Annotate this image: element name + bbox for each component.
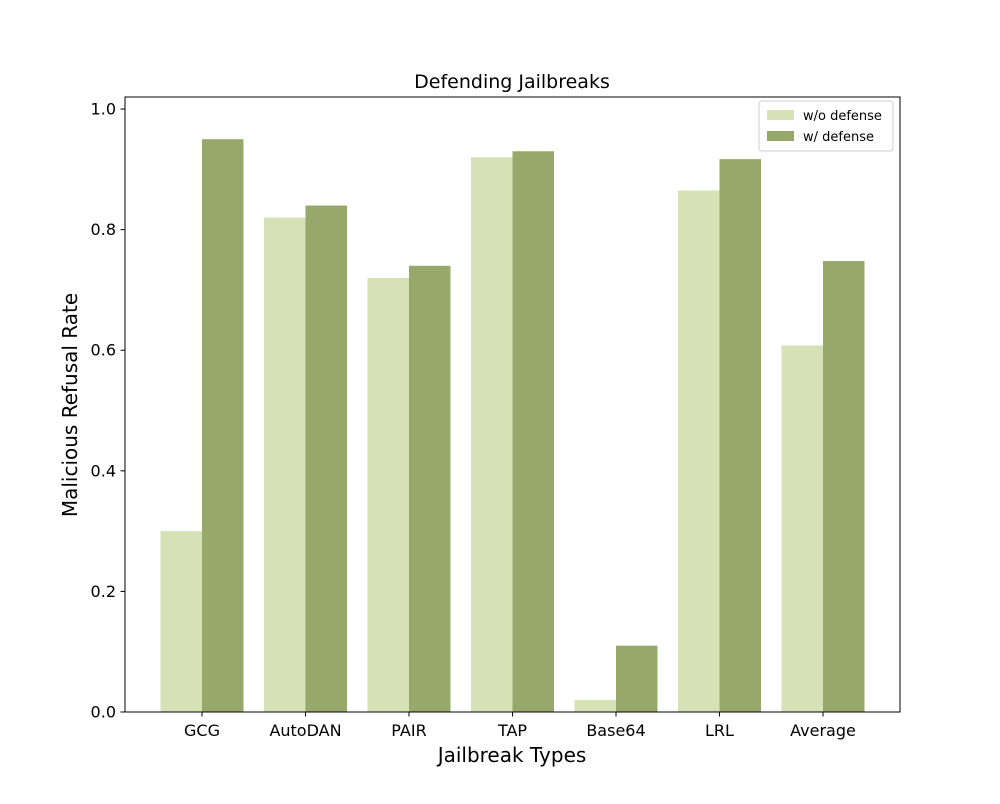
y-axis-label: Malicious Refusal Rate <box>58 293 82 517</box>
bar-tap-series-1 <box>471 157 513 713</box>
bar-autodan-series-1 <box>264 217 306 712</box>
x-axis-label: Jailbreak Types <box>436 743 587 767</box>
legend-swatch-series-1 <box>767 110 794 120</box>
y-axis: 0.0 0.2 0.4 0.6 0.8 1.0 <box>91 100 125 722</box>
bar-base64-series-2 <box>616 645 658 712</box>
y-tick-label: 0.4 <box>91 461 116 480</box>
chart-title: Defending Jailbreaks <box>414 71 610 93</box>
y-tick-label: 1.0 <box>91 100 116 119</box>
bar-pair-series-2 <box>409 265 451 712</box>
bar-pair-series-1 <box>367 277 409 712</box>
legend-label-series-1: w/o defense <box>803 109 882 124</box>
x-tick-label: AutoDAN <box>269 721 341 740</box>
x-tick-label: GCG <box>184 721 220 740</box>
bar-base64-series-1 <box>574 699 616 712</box>
bar-lrl-series-1 <box>678 190 720 712</box>
y-tick-label: 0.8 <box>91 220 116 239</box>
y-tick-label: 0.2 <box>91 582 116 601</box>
x-tick-label: Base64 <box>586 721 645 740</box>
legend-label-series-2: w/ defense <box>803 130 874 145</box>
x-tick-label: Average <box>790 721 856 740</box>
bar-autodan-series-2 <box>305 205 347 712</box>
bar-gcg-series-1 <box>160 531 202 712</box>
x-axis: GCG AutoDAN PAIR TAP Base64 LRL Average <box>184 712 856 740</box>
bars-layer <box>160 139 865 713</box>
bar-tap-series-2 <box>512 151 554 712</box>
x-tick-label: PAIR <box>391 721 426 740</box>
bar-average-series-1 <box>781 345 823 712</box>
y-tick-label: 0.6 <box>91 341 116 360</box>
y-tick-label: 0.0 <box>91 703 116 722</box>
bar-average-series-2 <box>823 261 865 712</box>
x-tick-label: LRL <box>705 721 734 740</box>
x-tick-label: TAP <box>497 721 527 740</box>
legend: w/o defense w/ defense <box>758 100 894 152</box>
legend-swatch-series-2 <box>767 131 794 141</box>
bar-lrl-series-2 <box>719 159 761 713</box>
bar-gcg-series-2 <box>202 139 244 712</box>
